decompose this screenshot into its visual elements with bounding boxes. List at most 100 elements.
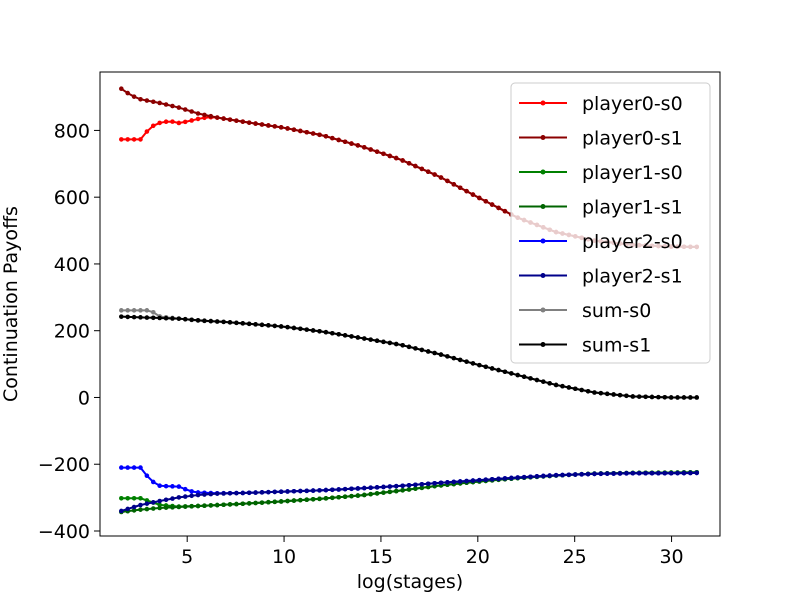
legend-label: player2-s1 <box>582 266 683 288</box>
data-point <box>681 470 687 476</box>
data-point <box>425 481 431 487</box>
data-point <box>604 471 610 476</box>
data-point <box>246 501 252 506</box>
y-tick-label: 200 <box>54 321 90 343</box>
data-point <box>406 160 412 166</box>
data-point <box>451 355 457 361</box>
data-point <box>470 478 476 483</box>
data-point <box>572 386 578 392</box>
legend-swatch-marker <box>540 100 546 106</box>
x-axis: 5 10 15 20 25 30 <box>181 536 684 568</box>
data-point <box>336 332 342 337</box>
data-point <box>150 506 156 511</box>
data-point <box>355 486 361 491</box>
data-point <box>144 129 150 134</box>
data-point <box>138 308 143 313</box>
data-point <box>374 491 380 496</box>
data-point <box>170 496 175 501</box>
data-point <box>195 116 201 122</box>
data-point <box>144 315 150 320</box>
data-point <box>227 320 233 325</box>
data-point <box>681 395 687 400</box>
data-point <box>182 316 188 322</box>
data-point <box>227 491 233 496</box>
data-point <box>259 322 265 328</box>
data-point <box>138 137 143 142</box>
data-point <box>509 475 514 481</box>
data-point <box>393 341 399 347</box>
legend-box <box>510 82 711 364</box>
data-point <box>489 366 495 371</box>
legend-label: player2-s0 <box>582 231 683 253</box>
data-point <box>227 117 233 122</box>
data-point <box>144 506 150 512</box>
data-point <box>694 395 700 400</box>
data-point <box>298 488 303 494</box>
data-point <box>157 483 162 489</box>
data-point <box>170 103 175 109</box>
data-point <box>310 131 316 136</box>
data-point <box>221 319 226 325</box>
data-point <box>400 488 405 493</box>
data-point <box>579 472 584 477</box>
data-point <box>662 394 668 400</box>
data-point <box>131 94 137 99</box>
legend-swatch-marker <box>540 307 546 313</box>
data-point <box>393 155 399 161</box>
data-point <box>317 488 322 493</box>
data-point <box>170 316 175 321</box>
data-point <box>253 490 258 495</box>
data-point <box>330 495 335 501</box>
data-point <box>170 484 175 489</box>
data-point <box>119 308 124 313</box>
data-point <box>393 483 399 489</box>
data-point <box>515 372 521 378</box>
data-point <box>240 501 246 507</box>
data-point <box>138 502 143 508</box>
data-point <box>419 347 425 353</box>
data-point <box>598 390 604 396</box>
series-player2-s1 <box>119 470 700 514</box>
data-point <box>560 383 565 389</box>
data-point <box>195 503 201 509</box>
data-point <box>157 505 162 511</box>
data-point <box>144 501 150 506</box>
data-point <box>125 495 131 501</box>
data-point <box>445 480 450 485</box>
data-point <box>636 470 642 476</box>
data-point <box>240 490 246 496</box>
data-point <box>457 185 463 191</box>
data-point <box>240 119 246 124</box>
data-point <box>285 324 290 330</box>
data-point <box>406 482 412 488</box>
data-point <box>323 496 329 501</box>
data-point <box>336 137 342 143</box>
data-point <box>361 485 367 491</box>
data-point <box>445 178 450 184</box>
x-tick-label: 30 <box>659 546 683 568</box>
data-point <box>630 470 636 476</box>
data-point <box>432 350 437 356</box>
data-point <box>182 119 188 125</box>
data-point <box>304 488 310 494</box>
data-point <box>208 491 214 497</box>
data-point <box>336 494 342 500</box>
data-point <box>266 499 271 505</box>
data-point <box>330 487 335 493</box>
data-point <box>214 502 220 508</box>
data-point <box>381 490 386 495</box>
data-point <box>176 120 182 126</box>
data-point <box>624 393 629 399</box>
data-point <box>176 484 182 489</box>
data-point <box>195 317 201 323</box>
data-point <box>330 135 335 141</box>
data-point <box>515 475 521 480</box>
data-point <box>291 498 297 503</box>
data-point <box>221 491 226 496</box>
data-point <box>323 329 329 335</box>
data-point <box>182 494 188 499</box>
data-point <box>675 395 680 400</box>
data-point <box>451 479 457 485</box>
data-point <box>413 163 418 169</box>
data-point <box>208 318 214 324</box>
